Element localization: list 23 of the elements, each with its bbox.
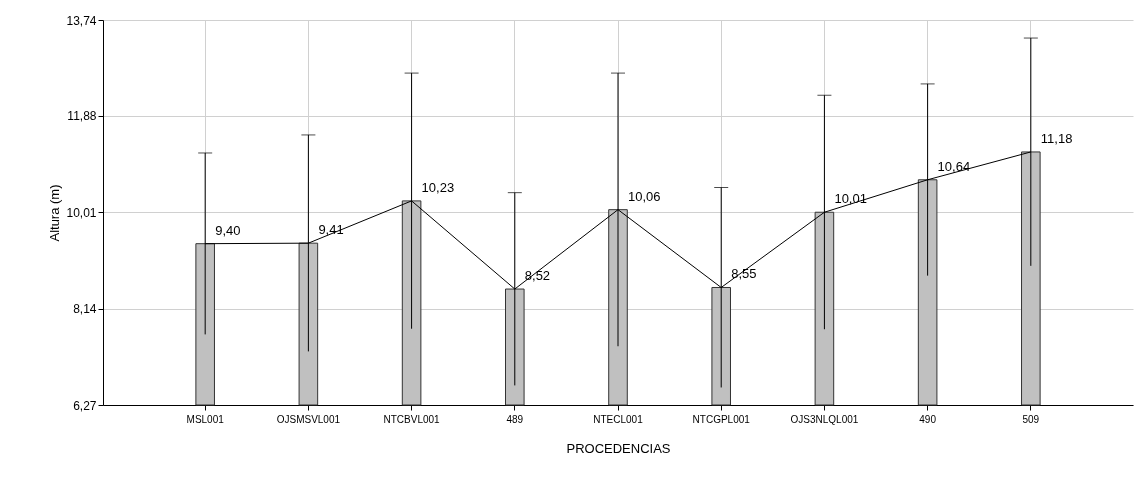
data-label: 9,40 [215, 222, 241, 238]
x-tick-label: MSL001 [186, 413, 225, 425]
x-tick-label: 489 [506, 413, 524, 425]
x-tick-label: NTECL001 [593, 413, 644, 425]
data-label: 10,23 [421, 179, 455, 195]
y-tick-label: 10,01 [66, 205, 97, 220]
x-axis-title: PROCEDENCIAS [566, 440, 671, 456]
data-label: 10,01 [834, 191, 867, 207]
x-tick-label: 509 [1022, 413, 1040, 425]
x-tick-label: OJSMSVL001 [276, 413, 341, 425]
data-label: 10,06 [628, 188, 661, 204]
data-label: 10,64 [937, 158, 971, 174]
x-tick-label: 490 [919, 413, 937, 425]
y-tick-label: 8,14 [73, 302, 97, 317]
y-axis-title: Altura (m) [47, 184, 63, 242]
y-tick-label: 6,27 [73, 398, 97, 413]
data-label: 11,18 [1040, 130, 1073, 146]
y-tick-label: 11,88 [67, 109, 97, 124]
x-tick-label: NTCBVL001 [383, 413, 441, 425]
y-tick-label: 13,74 [66, 13, 97, 28]
data-label: 9,41 [318, 222, 344, 238]
x-tick-label: OJS3NLQL001 [790, 413, 859, 425]
x-tick-label: NTCGPL001 [692, 413, 751, 425]
